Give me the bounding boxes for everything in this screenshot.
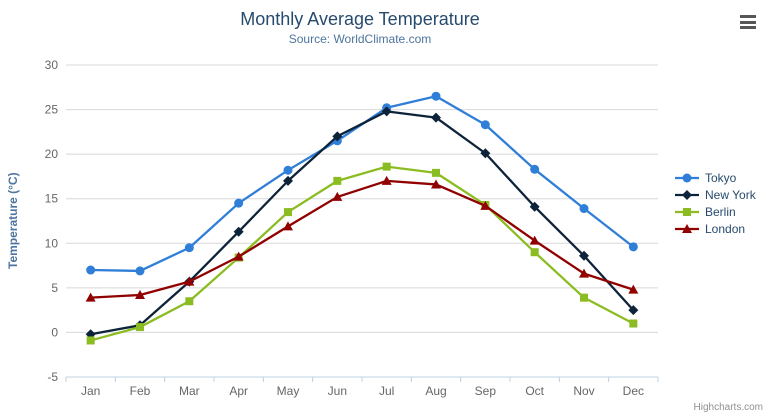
legend-item-tokyo[interactable]: Tokyo	[674, 172, 768, 184]
circle-marker-icon[interactable]	[431, 91, 441, 101]
y-axis-label: -5	[47, 370, 58, 384]
x-axis-label: Nov	[573, 384, 594, 398]
legend-circle-icon	[675, 173, 699, 183]
legend-item-new-york[interactable]: New York	[674, 189, 768, 201]
diamond-marker-icon[interactable]	[233, 226, 244, 237]
series-line-london[interactable]	[90, 179, 634, 299]
legend-label: London	[705, 222, 746, 236]
circle-marker-icon[interactable]	[530, 164, 540, 174]
square-marker-icon[interactable]	[185, 297, 194, 306]
square-marker-icon[interactable]	[580, 293, 588, 302]
y-axis-label: 0	[51, 325, 58, 339]
legend-diamond-icon	[675, 190, 699, 200]
triangle-marker-icon[interactable]	[184, 276, 195, 286]
square-marker-icon[interactable]	[530, 248, 539, 257]
series-line-new-york[interactable]	[90, 110, 635, 336]
square-marker-icon[interactable]	[136, 323, 144, 332]
x-axis-label: Sep	[475, 384, 497, 398]
diamond-marker-icon[interactable]	[431, 112, 441, 123]
square-marker-icon[interactable]	[284, 208, 292, 217]
diamond-marker-icon[interactable]	[628, 305, 639, 316]
chart-title: Monthly Average Temperature	[240, 9, 480, 29]
diamond-marker-icon[interactable]	[283, 175, 293, 186]
diamond-marker-icon[interactable]	[381, 106, 392, 117]
diamond-marker-icon[interactable]	[579, 250, 589, 261]
y-axis-label: 10	[45, 236, 59, 250]
square-marker-icon[interactable]	[629, 319, 638, 328]
x-axis-label: Jun	[328, 384, 347, 398]
legend: Tokyo New York Berlin London	[674, 172, 768, 235]
triangle-marker-icon[interactable]	[529, 235, 540, 245]
legend-label: New York	[705, 188, 756, 202]
triangle-marker-icon[interactable]	[283, 221, 293, 231]
circle-marker-icon[interactable]	[480, 120, 490, 130]
square-marker-icon	[683, 208, 691, 216]
triangle-marker-icon[interactable]	[332, 191, 343, 201]
diamond-marker-icon[interactable]	[332, 131, 343, 142]
triangle-marker-icon[interactable]	[480, 200, 491, 210]
triangle-marker-icon[interactable]	[233, 251, 244, 261]
y-axis-label: 30	[45, 58, 59, 72]
circle-marker-icon[interactable]	[628, 242, 638, 252]
triangle-marker-icon[interactable]	[85, 292, 96, 302]
y-axis-title: Temperature (°C)	[6, 172, 20, 270]
legend-item-london[interactable]: London	[674, 223, 768, 235]
square-marker-icon[interactable]	[333, 176, 342, 185]
context-menu-button[interactable]	[740, 15, 756, 30]
square-marker-icon[interactable]	[86, 336, 95, 345]
circle-marker-icon[interactable]	[234, 198, 244, 208]
highcharts-credits[interactable]: Highcharts.com	[693, 402, 763, 413]
circle-marker-icon[interactable]	[184, 243, 194, 253]
y-axis-label: 15	[45, 192, 59, 206]
triangle-marker-icon	[682, 224, 692, 233]
square-marker-icon[interactable]	[432, 168, 440, 177]
x-axis-label: Mar	[179, 384, 200, 398]
triangle-marker-icon[interactable]	[135, 289, 145, 299]
legend-label: Berlin	[705, 205, 736, 219]
triangle-marker-icon[interactable]	[628, 284, 639, 294]
square-marker-icon[interactable]	[382, 162, 391, 171]
triangle-marker-icon[interactable]	[579, 268, 589, 278]
x-axis-label: Aug	[425, 384, 446, 398]
x-axis-label: Jan	[81, 384, 100, 398]
circle-marker-icon	[682, 173, 692, 183]
y-axis-label: 20	[45, 147, 59, 161]
series-line-tokyo[interactable]	[90, 95, 635, 273]
legend-label: Tokyo	[705, 171, 737, 185]
y-axis-label: 25	[45, 103, 59, 117]
diamond-marker-icon	[682, 190, 692, 200]
circle-marker-icon[interactable]	[86, 265, 96, 275]
circle-marker-icon[interactable]	[135, 266, 145, 276]
x-axis-label: Oct	[525, 384, 544, 398]
y-axis-label: 5	[51, 281, 58, 295]
x-axis-label: May	[277, 384, 300, 398]
x-axis-label: Feb	[130, 384, 151, 398]
circle-marker-icon[interactable]	[579, 204, 589, 214]
x-axis-label: Apr	[229, 384, 248, 398]
chart-subtitle: Source: WorldClimate.com	[288, 32, 432, 46]
diamond-marker-icon[interactable]	[529, 201, 540, 212]
hamburger-icon	[740, 15, 756, 29]
circle-marker-icon[interactable]	[283, 165, 293, 175]
legend-square-icon	[675, 208, 699, 216]
legend-triangle-icon	[675, 224, 699, 233]
triangle-marker-icon[interactable]	[381, 175, 392, 185]
x-axis-label: Jul	[379, 384, 394, 398]
series-line-berlin[interactable]	[90, 165, 634, 342]
triangle-marker-icon[interactable]	[431, 179, 441, 189]
x-axis-label: Dec	[623, 384, 644, 398]
legend-item-berlin[interactable]: Berlin	[674, 206, 768, 218]
diamond-marker-icon[interactable]	[480, 148, 491, 159]
